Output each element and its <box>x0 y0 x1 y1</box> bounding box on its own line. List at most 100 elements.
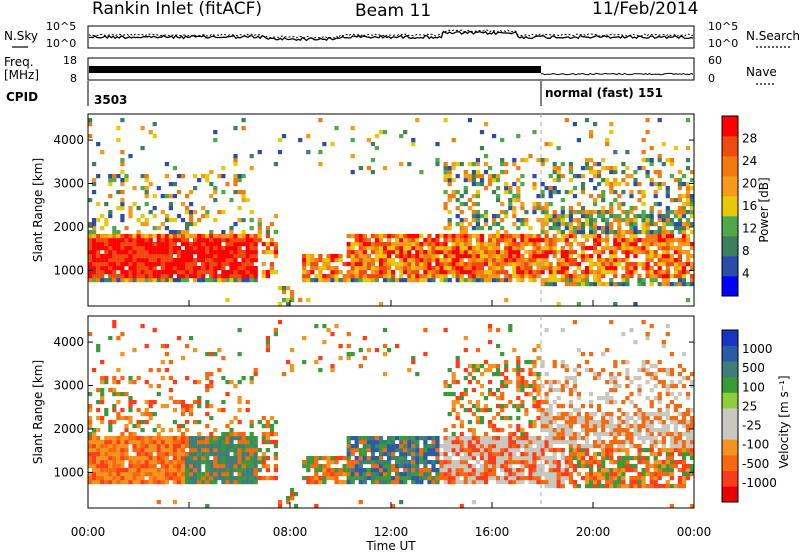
heatmap-cell <box>500 158 505 163</box>
heatmap-cell <box>524 262 529 267</box>
heatmap-cell <box>552 436 557 441</box>
heatmap-cell <box>657 158 662 163</box>
heatmap-cell <box>205 448 210 453</box>
heatmap-cell <box>451 400 456 405</box>
heatmap-cell <box>609 122 614 127</box>
heatmap-cell <box>597 376 602 381</box>
heatmap-cell <box>516 468 521 473</box>
xtick-label: 20:00 <box>576 525 611 539</box>
heatmap-cell <box>354 460 359 465</box>
heatmap-cell <box>172 480 177 485</box>
heatmap-cell <box>661 278 666 283</box>
heatmap-cell <box>419 472 424 477</box>
heatmap-cell <box>144 246 149 251</box>
heatmap-cell <box>116 246 121 251</box>
heatmap-cell <box>673 282 678 287</box>
power-heatmap-cells <box>88 118 695 307</box>
heatmap-cell <box>516 472 521 477</box>
heatmap-cell <box>455 254 460 259</box>
heatmap-cell <box>504 254 509 259</box>
heatmap-cell <box>633 178 638 183</box>
heatmap-cell <box>322 262 327 267</box>
heatmap-cell <box>609 270 614 275</box>
heatmap-cell <box>120 198 125 203</box>
heatmap-cell <box>144 222 149 227</box>
heatmap-cell <box>488 234 493 239</box>
heatmap-cell <box>265 436 270 441</box>
heatmap-cell <box>88 416 93 421</box>
heatmap-cell <box>690 504 695 509</box>
heatmap-cell <box>504 262 509 267</box>
heatmap-cell <box>690 254 695 259</box>
heatmap-cell <box>564 242 569 247</box>
heatmap-cell <box>213 138 218 143</box>
heatmap-cell <box>685 118 691 123</box>
heatmap-cell <box>241 250 246 255</box>
heatmap-cell <box>144 444 149 449</box>
heatmap-cell <box>471 472 476 477</box>
heatmap-cell <box>443 278 448 283</box>
heatmap-cell <box>346 444 351 449</box>
heatmap-cell <box>152 246 157 251</box>
heatmap-cell <box>536 384 541 389</box>
heatmap-cell <box>221 448 226 453</box>
heatmap-cell <box>407 234 412 239</box>
heatmap-cell <box>249 440 254 445</box>
heatmap-cell <box>399 460 404 465</box>
heatmap-cell <box>488 388 493 393</box>
heatmap-cell <box>540 444 545 449</box>
heatmap-cell <box>100 360 105 365</box>
heatmap-cell <box>520 468 525 473</box>
heatmap-cell <box>180 202 186 207</box>
heatmap-cell <box>217 246 222 251</box>
heatmap-cell <box>560 428 565 433</box>
heatmap-cell <box>580 282 586 287</box>
heatmap-cell <box>540 364 545 369</box>
heatmap-cell <box>685 376 691 381</box>
heatmap-cell <box>451 468 456 473</box>
heatmap-cell <box>613 218 618 223</box>
power-colorbar-swatch <box>722 176 738 197</box>
heatmap-cell <box>415 464 420 469</box>
heatmap-cell <box>221 166 226 171</box>
velocity-colorbar-tick: 1000 <box>742 342 773 356</box>
heatmap-cell <box>496 460 501 465</box>
heatmap-cell <box>625 396 630 401</box>
heatmap-cell <box>112 388 117 393</box>
heatmap-cell <box>88 250 93 255</box>
heatmap-cell <box>645 214 650 219</box>
heatmap-cell <box>427 278 432 283</box>
heatmap-cell <box>589 456 594 461</box>
heatmap-cell <box>597 432 602 437</box>
heatmap-cell <box>564 424 569 429</box>
heatmap-cell <box>669 198 674 203</box>
heatmap-cell <box>443 190 448 195</box>
heatmap-cell <box>528 444 533 449</box>
heatmap-cell <box>253 440 258 445</box>
heatmap-cell <box>548 460 553 465</box>
heatmap-cell <box>516 424 521 429</box>
heatmap-cell <box>205 424 210 429</box>
heatmap-cell <box>641 166 646 171</box>
heatmap-cell <box>411 138 416 143</box>
heatmap-cell <box>286 496 291 501</box>
heatmap-cell <box>322 324 327 329</box>
heatmap-cell <box>516 416 521 421</box>
heatmap-cell <box>148 464 153 469</box>
heatmap-cell <box>399 444 404 449</box>
heatmap-cell <box>661 432 666 437</box>
heatmap-cell <box>504 214 509 219</box>
heatmap-cell <box>589 476 594 481</box>
heatmap-cell <box>378 238 384 243</box>
heatmap-cell <box>257 476 262 481</box>
heatmap-cell <box>637 472 642 477</box>
heatmap-cell <box>269 238 274 243</box>
heatmap-cell <box>350 460 355 465</box>
heatmap-cell <box>189 464 194 469</box>
heatmap-cell <box>225 246 230 251</box>
heatmap-cell <box>104 278 109 283</box>
heatmap-cell <box>488 456 493 461</box>
heatmap-cell <box>669 420 674 425</box>
heatmap-cell <box>253 452 258 457</box>
heatmap-cell <box>96 440 101 445</box>
